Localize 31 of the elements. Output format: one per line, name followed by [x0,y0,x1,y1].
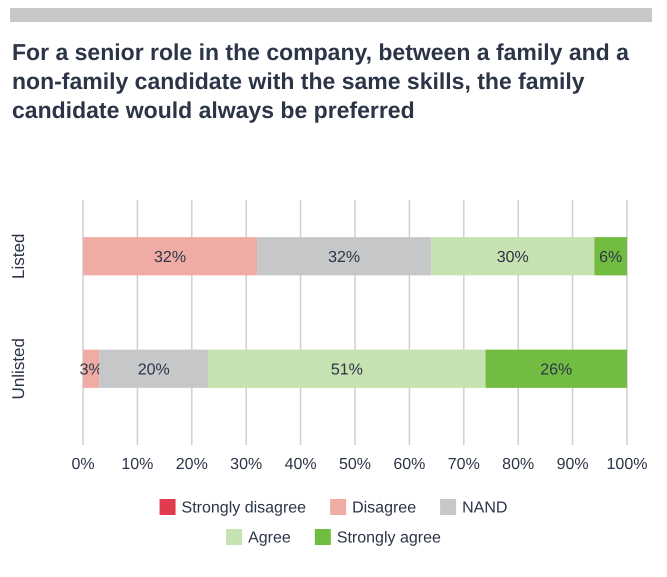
data-label: 30% [496,248,529,266]
y-tick-label: Unlisted [9,338,28,400]
x-tick-label: 0% [71,456,95,473]
y-tick-label: Listed [9,234,28,279]
x-tick-label: 40% [284,456,317,473]
x-tick-label: 70% [448,456,480,473]
legend-label: NAND [462,500,508,517]
x-tick-label: 20% [176,456,208,473]
data-label: 32% [328,248,360,266]
x-tick-label: 90% [556,456,589,473]
x-tick-label: 100% [606,456,648,473]
legend-label: Strongly agree [336,530,441,547]
legend-label: Strongly disagree [182,500,306,517]
bar [83,237,258,276]
legend-label: Agree [248,530,291,547]
x-tick-label: 10% [121,456,154,473]
legend-label: Disagree [352,500,416,517]
bar [594,237,627,276]
x-tick-label: 30% [230,456,262,473]
data-label: 6% [599,248,622,266]
data-label: 20% [138,361,170,378]
bar [486,350,627,388]
data-label: 51% [330,361,363,378]
x-tick-label: 60% [393,456,426,473]
data-label: 32% [154,248,186,266]
x-tick-label: 80% [502,456,534,473]
x-tick-label: 50% [338,456,372,473]
bar [431,237,594,276]
bar [208,350,486,388]
data-label: 26% [540,361,572,378]
chart-title: For a senior role in the company, between a family and a non-family candidate with the same skills, the family candidate would always be preferred [12,39,630,123]
